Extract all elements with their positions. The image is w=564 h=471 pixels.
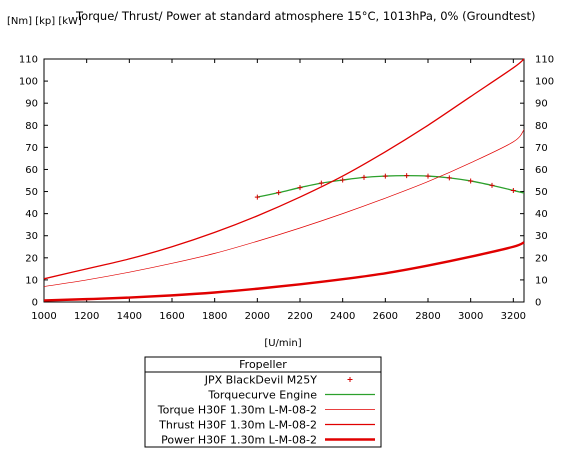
x-tick-label: 2200 <box>287 311 312 322</box>
y-tick-label-right: 30 <box>535 231 548 242</box>
x-tick-label: 1400 <box>117 311 142 322</box>
x-axis: 1000 1200 1400 1600 1800 2000 2200 2400 2600 2800… <box>31 59 526 322</box>
legend-title: Fropeller <box>239 358 287 371</box>
y-axis-left: 0 10 20 30 40 50 60 70 80 90 100 110 <box>19 55 48 309</box>
y-tick-label-left: 50 <box>25 187 38 198</box>
legend-entry-label: Torquecurve Engine <box>207 389 317 402</box>
y-tick-label-right: 40 <box>535 209 548 220</box>
x-tick-label: 1200 <box>74 311 99 322</box>
x-tick-label: 2400 <box>330 311 355 322</box>
x-tick-label: 2000 <box>245 311 270 322</box>
x-tick-label: 1800 <box>202 311 227 322</box>
legend-entry-label: JPX BlackDevil M25Y <box>204 374 318 387</box>
y-tick-label-left: 100 <box>19 77 38 88</box>
data-point-jpx-blackdevil-m25y <box>276 190 282 196</box>
y-tick-label-left: 90 <box>25 99 38 110</box>
data-point-jpx-blackdevil-m25y <box>510 187 516 193</box>
data-point-jpx-blackdevil-m25y <box>404 173 410 179</box>
x-tick-label: 2600 <box>373 311 398 322</box>
y-tick-label-left: 80 <box>25 121 38 132</box>
x-tick-label: 3200 <box>501 311 526 322</box>
y-tick-label-left: 30 <box>25 231 38 242</box>
y-tick-label-left: 10 <box>25 275 38 286</box>
y-tick-label-left: 60 <box>25 165 38 176</box>
data-point-jpx-blackdevil-m25y <box>318 180 324 186</box>
series-line-torque-h30f-1-30m-l-m-08-2 <box>43 129 525 287</box>
y-tick-label-left: 0 <box>32 298 38 309</box>
data-point-jpx-blackdevil-m25y <box>361 174 367 180</box>
chart-title: Torque/ Thrust/ Power at standard atmosp… <box>75 9 535 23</box>
data-point-jpx-blackdevil-m25y <box>340 177 346 183</box>
series-layer <box>43 58 525 302</box>
series-line-thrust-h30f-1-30m-l-m-08-2 <box>43 58 525 280</box>
y-tick-label-right: 110 <box>535 55 554 66</box>
y-axis-right: 0 10 20 30 40 50 60 70 80 90 100 110 <box>520 55 554 309</box>
series-line-torquecurve-engine <box>257 174 525 198</box>
legend-entry-label: Power H30F 1.30m L-M-08-2 <box>161 434 317 447</box>
y-tick-label-left: 40 <box>25 209 38 220</box>
y-tick-label-left: 20 <box>25 253 38 264</box>
y-tick-label-left: 70 <box>25 143 38 154</box>
data-point-jpx-blackdevil-m25y <box>382 173 388 179</box>
data-point-jpx-blackdevil-m25y <box>446 175 452 181</box>
x-tick-label: 1600 <box>159 311 184 322</box>
data-point-jpx-blackdevil-m25y <box>468 178 474 184</box>
legend: Fropeller JPX BlackDevil M25Y Torquecurve … <box>144 356 382 448</box>
y-tick-label-left: 110 <box>19 55 38 66</box>
x-tick-label: 1000 <box>31 311 56 322</box>
data-point-jpx-blackdevil-m25y <box>297 185 303 191</box>
y-tick-label-right: 10 <box>535 275 548 286</box>
x-tick-label: 2800 <box>415 311 440 322</box>
x-axis-label: [U/min] <box>264 338 301 349</box>
y-axis-units-label: [Nm] [kp] [kW] <box>7 16 82 27</box>
series-line-power-h30f-1-30m-l-m-08-2 <box>43 241 525 302</box>
y-tick-label-right: 60 <box>535 165 548 176</box>
y-tick-label-right: 80 <box>535 121 548 132</box>
plot-border <box>43 58 525 303</box>
y-tick-label-right: 20 <box>535 253 548 264</box>
y-tick-label-right: 90 <box>535 99 548 110</box>
legend-entry-label: Thrust H30F 1.30m L-M-08-2 <box>158 419 317 432</box>
legend-sample-marker <box>347 377 353 382</box>
y-tick-label-right: 50 <box>535 187 548 198</box>
legend-entry-label: Torque H30F 1.30m L-M-08-2 <box>157 404 317 417</box>
y-tick-label-right: 70 <box>535 143 548 154</box>
y-tick-label-right: 0 <box>535 298 541 309</box>
data-point-jpx-blackdevil-m25y <box>489 182 495 188</box>
y-tick-label-right: 100 <box>535 77 554 88</box>
plot-frame <box>43 58 525 303</box>
data-point-jpx-blackdevil-m25y <box>425 173 431 179</box>
data-point-jpx-blackdevil-m25y <box>254 194 260 200</box>
x-tick-label: 3000 <box>458 311 483 322</box>
